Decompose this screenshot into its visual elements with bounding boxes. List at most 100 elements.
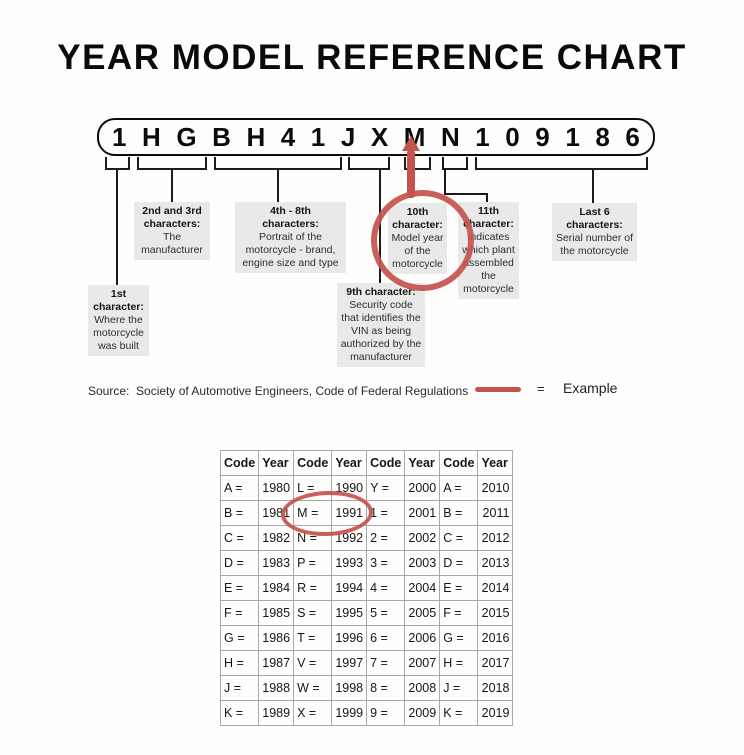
table-cell: 1985 <box>258 600 295 626</box>
table-header: Year <box>331 450 368 476</box>
table-row: D = 1983 P = 1993 3 = 2003 D = 2013 <box>219 550 514 576</box>
table-cell: 8 = <box>366 675 406 701</box>
callout-title: 11th character: <box>463 205 514 230</box>
table-cell: E = <box>219 575 260 601</box>
table-cell: 2018 <box>477 675 514 701</box>
vin-character: G <box>176 122 197 152</box>
table-row: A = 1980 L = 1990 Y = 2000 A = 2010 <box>219 475 514 501</box>
vin-character: J <box>340 122 356 152</box>
callout-2nd-3rd-characters: 2nd and 3rd characters: The manufacturer <box>134 202 210 260</box>
table-cell: A = <box>219 475 260 501</box>
table-cell: 2010 <box>477 475 514 501</box>
table-cell: 1999 <box>331 700 368 726</box>
vin-character: 6 <box>625 122 640 152</box>
table-header: Year <box>258 450 295 476</box>
table-row: B = 1981 M = 1991 1 = 2001 B = 2011 <box>219 500 514 526</box>
table-cell: 2000 <box>404 475 441 501</box>
table-cell: 5 = <box>366 600 406 626</box>
connector-4th-8th <box>277 169 279 202</box>
source-text: Source: Society of Automotive Engineers,… <box>88 384 469 398</box>
vin-character: 1 <box>310 122 326 152</box>
table-cell: 1983 <box>258 550 295 576</box>
vin-character: 1 <box>475 122 490 152</box>
connector-11th-b <box>444 193 488 195</box>
table-cell: B = <box>219 500 260 526</box>
bracket-10th-character <box>404 157 431 170</box>
table-cell: 2 = <box>366 525 406 551</box>
table-header: Code <box>219 450 260 476</box>
table-cell: 1995 <box>331 600 368 626</box>
table-cell: C = <box>219 525 260 551</box>
year-code-table: Code Year Code Year Code Year Code Year A = 1980 L… <box>219 450 514 726</box>
callout-title: Last 6 characters: <box>566 206 623 231</box>
table-cell: 1996 <box>331 625 368 651</box>
connector-2nd-3rd <box>171 169 173 202</box>
connector-last-6 <box>592 169 594 203</box>
table-cell: W = <box>293 675 333 701</box>
example-arrow-shaft <box>407 150 415 198</box>
table-cell: 2004 <box>404 575 441 601</box>
table-row: H = 1987 V = 1997 7 = 2007 H = 2017 <box>219 650 514 676</box>
table-cell: 9 = <box>366 700 406 726</box>
callout-1st-character: 1st character: Where the motorcycle was … <box>88 285 149 356</box>
table-cell: G = <box>439 625 479 651</box>
table-cell: D = <box>439 550 479 576</box>
vin-character: 1 <box>112 122 127 152</box>
table-cell: 2002 <box>404 525 441 551</box>
table-cell: 2013 <box>477 550 514 576</box>
table-cell: 1989 <box>258 700 295 726</box>
vin-character: 8 <box>595 122 610 152</box>
vin-character: 0 <box>505 122 520 152</box>
table-cell: V = <box>293 650 333 676</box>
table-cell: 2012 <box>477 525 514 551</box>
table-cell: 7 = <box>366 650 406 676</box>
table-cell: 1994 <box>331 575 368 601</box>
callout-body: Serial number of the motorcycle <box>555 232 634 257</box>
connector-11th-a <box>444 169 446 195</box>
table-cell: D = <box>219 550 260 576</box>
table-header: Year <box>404 450 441 476</box>
vin-character: 1 <box>565 122 580 152</box>
table-cell: 1987 <box>258 650 295 676</box>
table-cell: 3 = <box>366 550 406 576</box>
table-cell: H = <box>439 650 479 676</box>
callout-body: Security code that identifies the VIN as… <box>340 299 422 363</box>
table-cell: T = <box>293 625 333 651</box>
table-cell: A = <box>439 475 479 501</box>
table-cell: 2003 <box>404 550 441 576</box>
table-row: F = 1985 S = 1995 5 = 2005 F = 2015 <box>219 600 514 626</box>
vin-character: 4 <box>280 122 296 152</box>
callout-last-6-characters: Last 6 characters: Serial number of the … <box>552 203 637 261</box>
table-cell: K = <box>439 700 479 726</box>
table-cell: 2017 <box>477 650 514 676</box>
table-cell: R = <box>293 575 333 601</box>
table-cell: 6 = <box>366 625 406 651</box>
table-cell: 1981 <box>258 500 295 526</box>
example-arrow-up-icon <box>402 136 420 151</box>
table-cell: 1980 <box>258 475 295 501</box>
callout-body: The manufacturer <box>141 231 203 256</box>
legend-equals: = <box>537 381 545 396</box>
callout-body: Where the motorcycle was built <box>93 314 144 352</box>
legend-label: Example <box>563 380 618 396</box>
bracket-9th-character <box>348 157 390 170</box>
table-cell: J = <box>219 675 260 701</box>
vin-character: H <box>246 122 266 152</box>
table-header: Year <box>477 450 514 476</box>
table-row: E = 1984 R = 1994 4 = 2004 E = 2014 <box>219 575 514 601</box>
table-cell: 2001 <box>404 500 441 526</box>
table-cell: X = <box>293 700 333 726</box>
bracket-last-6-characters <box>475 157 648 170</box>
table-cell: 2019 <box>477 700 514 726</box>
connector-1st <box>116 169 118 285</box>
table-cell: E = <box>439 575 479 601</box>
table-cell: 2016 <box>477 625 514 651</box>
table-cell: F = <box>219 600 260 626</box>
table-cell: 1986 <box>258 625 295 651</box>
table-cell: 4 = <box>366 575 406 601</box>
table-cell: G = <box>219 625 260 651</box>
table-row: G = 1986 T = 1996 6 = 2006 G = 2016 <box>219 625 514 651</box>
table-header: Code <box>366 450 406 476</box>
table-cell: Y = <box>366 475 406 501</box>
